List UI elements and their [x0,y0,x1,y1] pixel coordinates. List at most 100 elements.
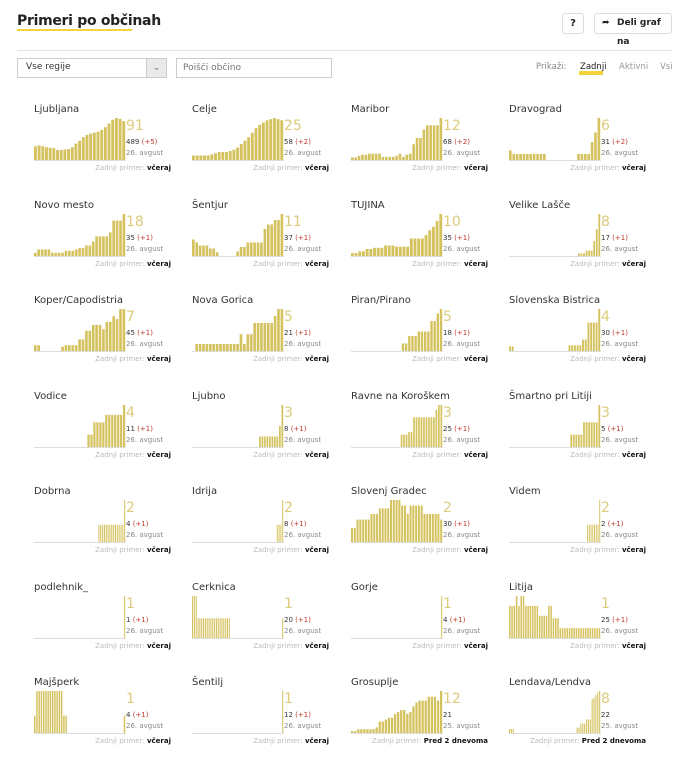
sparkline-bar [575,628,578,638]
sparkline-bar [123,715,126,733]
municipality-card[interactable]: Litija 1 25 (+1) 26. avgust Zadnji primer: v… [496,582,646,672]
filter-vsi[interactable]: Vsi [660,62,673,72]
municipality-name: Slovenska Bistrica [509,295,601,306]
municipality-card[interactable]: podlehnik_ 1 1 (+1) 26. avgust Zadnji primer… [21,582,171,672]
sparkline-bar [430,321,433,351]
sparkline-bar [568,628,571,638]
share-button[interactable]: ➦ Deli graf na [594,13,672,47]
municipality-card[interactable]: Velike Lašče 8 17 (+1) 26. avgust Zadnji pri… [496,200,646,290]
sparkline-bar [98,236,102,256]
municipality-card[interactable]: Ravne na Koroškem 3 25 (+1) 26. avgust Zadnj… [338,391,488,481]
sparkline-bar [594,524,595,542]
sparkline-bar [199,618,201,638]
last-case-line: Zadnji primer: včeraj [95,737,171,745]
sparkline-bar [228,150,232,160]
sparkline-bar [376,247,380,256]
municipality-card[interactable]: Koper/Capodistria 7 45 (+1) 26. avgust Zadnj… [21,295,171,385]
sparkline-bar [111,524,113,542]
active-cases: 18 [126,214,144,230]
municipality-card[interactable]: Slovenj Gradec 2 30 (+1) 26. avgust Zadnji p… [338,486,488,576]
sparkline-bar [280,524,282,542]
sparkline-bar [243,247,246,256]
sparkline-bar [96,422,99,447]
sparkline-bar [236,147,240,160]
total-cases-line: 31 (+2) [601,138,628,146]
municipality-card[interactable]: Ljubljana 91 489 (+5) 26. avgust Zadnji prim… [21,104,171,194]
municipality-card[interactable]: Majšperk 1 4 (+1) 26. avgust Zadnji primer: … [21,677,171,767]
municipality-card[interactable]: Dobrna 2 4 (+1) 26. avgust Zadnji primer: vč… [21,486,171,576]
total-cases: 21 [443,711,452,719]
total-cases: 5 [601,425,606,433]
municipality-card[interactable]: Šentilj 1 12 (+1) 26. avgust Zadnji primer: … [179,677,329,767]
municipality-card[interactable]: Maribor 12 68 (+2) 26. avgust Zadnji primer:… [338,104,488,194]
municipality-card[interactable]: Piran/Pirano 5 18 (+1) 26. avgust Zadnji pri… [338,295,488,385]
sparkline-bar [282,618,284,638]
sparkline-bar [395,155,398,160]
show-label: Prikaži: [536,62,567,72]
municipality-card[interactable]: Novo mesto 18 35 (+1) 26. avgust Zadnji prim… [21,200,171,290]
daily-delta: (+2) [454,138,470,146]
municipality-card[interactable]: Dravograd 6 31 (+2) 26. avgust Zadnji primer… [496,104,646,194]
municipality-card[interactable]: Šmartno pri Litiji 3 5 (+1) 26. avgust Zadnj… [496,391,646,481]
municipality-card[interactable]: Celje 25 58 (+2) 26. avgust Zadnji primer: v… [179,104,329,194]
filter-aktivni[interactable]: Aktivni [619,62,649,72]
last-case-line: Zadnji primer: včeraj [253,260,329,268]
sparkline-bar [525,605,527,638]
sparkline-chart [509,118,601,161]
sparkline-bar [214,618,216,638]
sparkline-bar [415,417,418,447]
search-input[interactable] [176,58,332,78]
sparkline-bar [105,322,109,351]
sparkline-bar [113,524,115,542]
sparkline-bar [598,405,601,447]
sparkline-bar [599,500,601,542]
sparkline-bar [412,505,415,542]
sparkline-bar [198,245,202,256]
sparkline-bar [595,229,598,256]
municipality-card[interactable]: TUJINA 10 35 (+1) 26. avgust Zadnji primer: … [338,200,488,290]
active-cases: 1 [284,691,293,707]
chevron-down-icon[interactable]: ⌄ [146,59,166,77]
sparkline-bar [277,220,280,256]
last-case-value: včeraj [463,451,488,459]
last-case-value: včeraj [304,451,329,459]
municipality-card[interactable]: Idrija 2 8 (+1) 26. avgust Zadnji primer: vč… [179,486,329,576]
sparkline-bar [580,723,582,733]
sparkline-bar [520,596,522,638]
total-cases: 37 [284,234,293,242]
sparkline-bar [201,618,203,638]
sparkline-bar [58,691,61,733]
sparkline-bar [545,615,548,638]
municipality-card[interactable]: Grosuplje 12 21 25. avgust Zadnji primer: Pr… [338,677,488,767]
municipality-name: Nova Gorica [192,295,254,306]
sparkline-bar [425,417,428,447]
filter-zadnji[interactable]: Zadnji [580,62,607,72]
sparkline-bar [424,700,427,733]
municipality-card[interactable]: Videm 2 2 (+1) 26. avgust Zadnji primer: vče… [496,486,646,576]
municipality-card[interactable]: Gorje 1 4 (+1) 26. avgust Zadnji primer: vče… [338,582,488,672]
report-date: 26. avgust [284,149,322,157]
municipality-card[interactable]: Cerknica 1 20 (+1) 26. avgust Zadnji primer:… [179,582,329,672]
sparkline-bar [597,692,599,733]
municipality-card[interactable]: Nova Gorica 5 21 (+1) 26. avgust Zadnji prim… [179,295,329,385]
sparkline-bar [583,154,587,160]
help-button[interactable]: ? [562,13,584,34]
sparkline-bar [202,344,205,351]
region-select[interactable]: Vse regije ⌄ [17,58,167,78]
municipality-card[interactable]: Lendava/Lendva 8 22 25. avgust Zadnji primer… [496,677,646,767]
last-case-value: včeraj [304,260,329,268]
municipality-card[interactable]: Ljubno 3 8 (+1) 26. avgust Zadnji primer: vč… [179,391,329,481]
municipality-card[interactable]: Šentjur 11 37 (+1) 26. avgust Zadnji primer:… [179,200,329,290]
sparkline-bar [81,248,85,257]
sparkline-bar [398,500,401,542]
municipality-card[interactable]: Slovenska Bistrica 4 30 (+1) 26. avgust Zadn… [496,295,646,385]
sparkline-bar [249,242,253,256]
sparkline-bar [103,524,105,542]
sparkline-bar [439,118,443,160]
daily-delta: (+1) [132,616,149,624]
sparkline-bar [573,628,575,638]
sparkline-bar [509,150,512,160]
sparkline-bar [105,236,109,256]
municipality-card[interactable]: Vodice 4 11 (+1) 26. avgust Zadnji primer: v… [21,391,171,481]
sparkline-bar [578,727,580,733]
